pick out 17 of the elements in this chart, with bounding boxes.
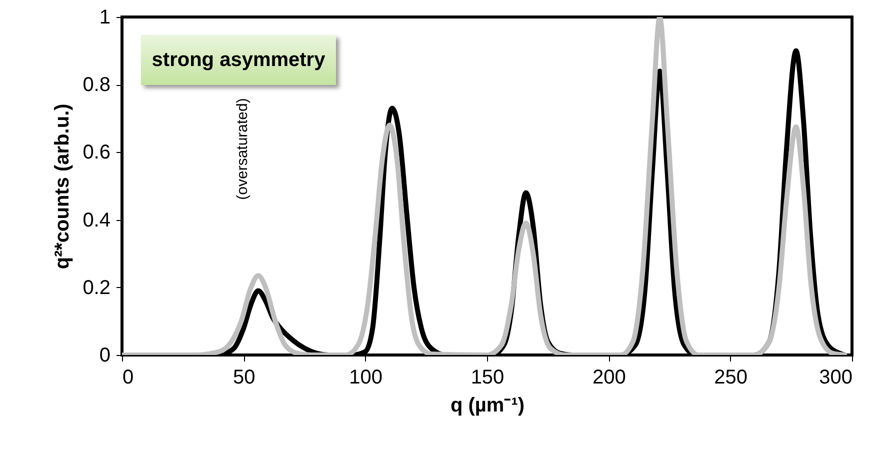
annotation: (oversaturated) [234,98,251,200]
y-tick-label: 0.8 [82,74,110,96]
x-tick-label: 100 [349,366,383,388]
y-tick-label: 0.6 [82,142,110,164]
x-axis-title: q (µm⁻¹) [450,394,525,416]
x-tick-label: 300 [819,366,852,388]
x-tick-label: 50 [233,366,256,388]
y-tick-label: 0.4 [82,209,110,232]
y-tick-label: 1 [99,6,110,28]
x-tick-label: 150 [470,366,504,388]
x-tick-label: 250 [714,366,748,388]
y-axis-title: q²*counts (arb.u.) [52,104,74,270]
x-tick-label: 0 [122,366,134,388]
x-tick-label: 200 [592,366,626,388]
label-box: strong asymmetry [141,35,336,85]
y-tick-label: 0.2 [82,276,110,299]
y-tick-label: 0 [99,344,110,366]
